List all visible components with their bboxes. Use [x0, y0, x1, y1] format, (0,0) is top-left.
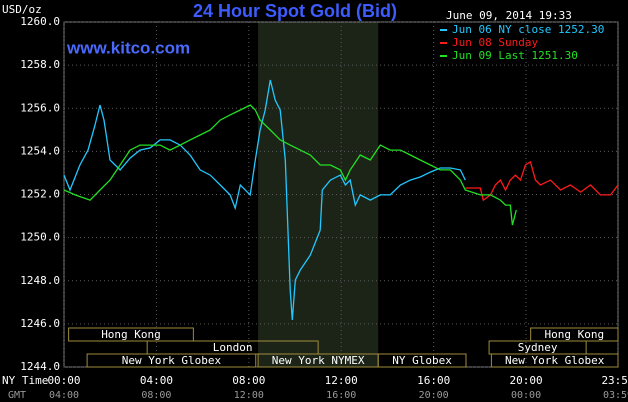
session-label: Hong Kong [101, 328, 161, 341]
x-axis-label: NY Time [2, 374, 48, 387]
x2-tick-label: 12:00 [234, 390, 264, 401]
x2-tick-label: 04:00 [49, 390, 79, 401]
y-axis-label: USD/oz [2, 3, 42, 16]
x2-tick-label: 16:00 [326, 390, 356, 401]
session-box [86, 353, 257, 368]
y-tick-label: 1258.0 [20, 58, 60, 71]
y-tick-label: 1254.0 [20, 144, 60, 157]
y-tick-label: 1244.0 [20, 360, 60, 373]
session-label: New York NYMEX [272, 354, 365, 367]
x2-tick-label: 00:00 [511, 390, 541, 401]
timestamp: June 09, 2014 19:33 [446, 9, 572, 22]
series-line [465, 160, 619, 202]
legend-label: Jun 06 NY close 1252.30 [452, 23, 604, 36]
x-tick-label: 12:00 [325, 374, 358, 387]
session-box [490, 353, 619, 368]
x2-tick-label: 03:59 [603, 390, 628, 401]
x-tick-label: 16:00 [417, 374, 450, 387]
chart-title: 24 Hour Spot Gold (Bid) [193, 1, 397, 21]
y-tick-label: 1256.0 [20, 101, 60, 114]
session-highlight [258, 22, 379, 367]
site-label: www.kitco.com [66, 38, 190, 57]
x2-tick-label: 20:00 [419, 390, 449, 401]
y-tick-label: 1252.0 [20, 188, 60, 201]
session-box [377, 353, 467, 368]
x2-axis-label: GMT [8, 390, 26, 401]
legend-label: Jun 09 Last 1251.30 [452, 49, 578, 62]
session-label: Hong Kong [545, 328, 605, 341]
session-label: New York Globex [505, 354, 605, 367]
y-tick-label: 1260.0 [20, 15, 60, 28]
x-tick-label: 08:00 [232, 374, 265, 387]
x2-tick-label: 08:00 [141, 390, 171, 401]
session-label: New York Globex [122, 354, 222, 367]
x-tick-label: 20:00 [509, 374, 542, 387]
y-tick-label: 1248.0 [20, 274, 60, 287]
series-line [63, 79, 466, 321]
y-tick-label: 1250.0 [20, 231, 60, 244]
x-tick-label: 00:00 [47, 374, 80, 387]
series-line [63, 104, 517, 226]
session-label: NY Globex [392, 354, 452, 367]
x-tick-label: 04:00 [140, 374, 173, 387]
x-tick-label: 23:59 [601, 374, 628, 387]
legend-label: Jun 08 Sunday [452, 36, 538, 49]
session-label: Sydney [518, 341, 558, 354]
session-label: London [213, 341, 253, 354]
y-tick-label: 1246.0 [20, 317, 60, 330]
session-box [68, 327, 194, 342]
